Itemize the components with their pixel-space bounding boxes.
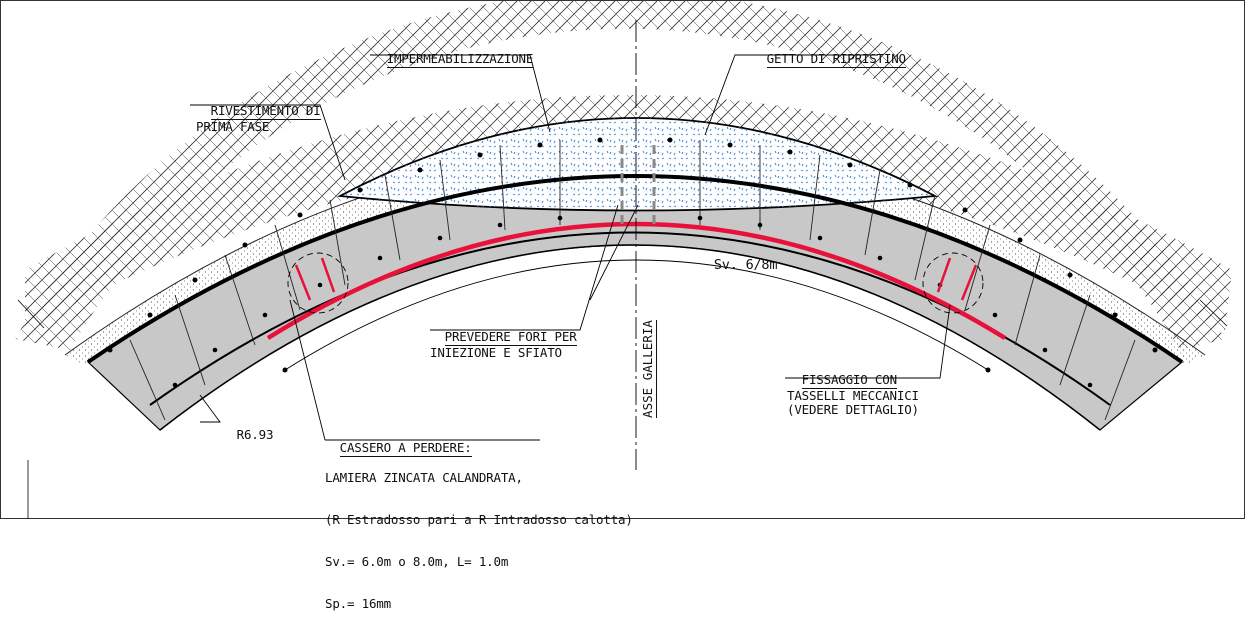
leader-lines [190, 54, 951, 441]
label-getto-di-ripristino: GETTO DI RIPRISTINO [766, 51, 906, 68]
radial-ribs [129, 140, 1136, 421]
label-radius: R6.93 [236, 427, 274, 442]
ground-top-band [25, 95, 1232, 330]
ground-hatch [15, 0, 1225, 350]
outer-dotted-layer [65, 150, 1205, 365]
label-span: Sv. 6/8m [713, 257, 778, 273]
detail-right [922, 252, 984, 314]
detail-left [287, 252, 349, 314]
label-rivestimento: RIVESTIMENTO DI PRIMA FASE [196, 103, 321, 134]
label-asse-galleria: ASSE GALLERIA [640, 320, 657, 418]
rebar-dots [107, 137, 1158, 388]
label-fori: PREVEDERE FORI PER INIEZIONE E SFIATO [430, 329, 577, 360]
tunnel-section-drawing [0, 0, 1245, 519]
label-cassero: CASSERO A PERDERE: LAMIERA ZINCATA CALAN… [325, 440, 633, 611]
waterproofing-line [86, 174, 1184, 364]
label-impermeabilizzazione: IMPERMEABILIZZAZIONE [386, 51, 534, 68]
label-fissaggio: FISSAGGIO CON TASSELLI MECCANICI (VEDERE D… [787, 372, 919, 417]
